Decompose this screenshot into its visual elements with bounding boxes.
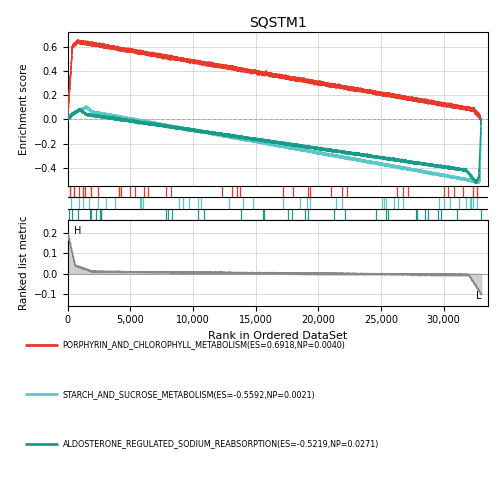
X-axis label: Rank in Ordered DataSet: Rank in Ordered DataSet [208,331,347,341]
Text: PORPHYRIN_AND_CHLOROPHYLL_METABOLISM(ES=0.6918,NP=0.0040): PORPHYRIN_AND_CHLOROPHYLL_METABOLISM(ES=… [62,341,346,350]
Text: STARCH_AND_SUCROSE_METABOLISM(ES=-0.5592,NP=0.0021): STARCH_AND_SUCROSE_METABOLISM(ES=-0.5592… [62,390,316,399]
Y-axis label: Enrichment score: Enrichment score [18,63,28,155]
Text: L: L [476,291,481,301]
Text: H: H [74,226,81,236]
Y-axis label: Ranked list metric: Ranked list metric [19,215,29,310]
Title: SQSTM1: SQSTM1 [248,15,306,30]
Text: ALDOSTERONE_REGULATED_SODIUM_REABSORPTION(ES=-0.5219,NP=0.0271): ALDOSTERONE_REGULATED_SODIUM_REABSORPTIO… [62,439,379,448]
